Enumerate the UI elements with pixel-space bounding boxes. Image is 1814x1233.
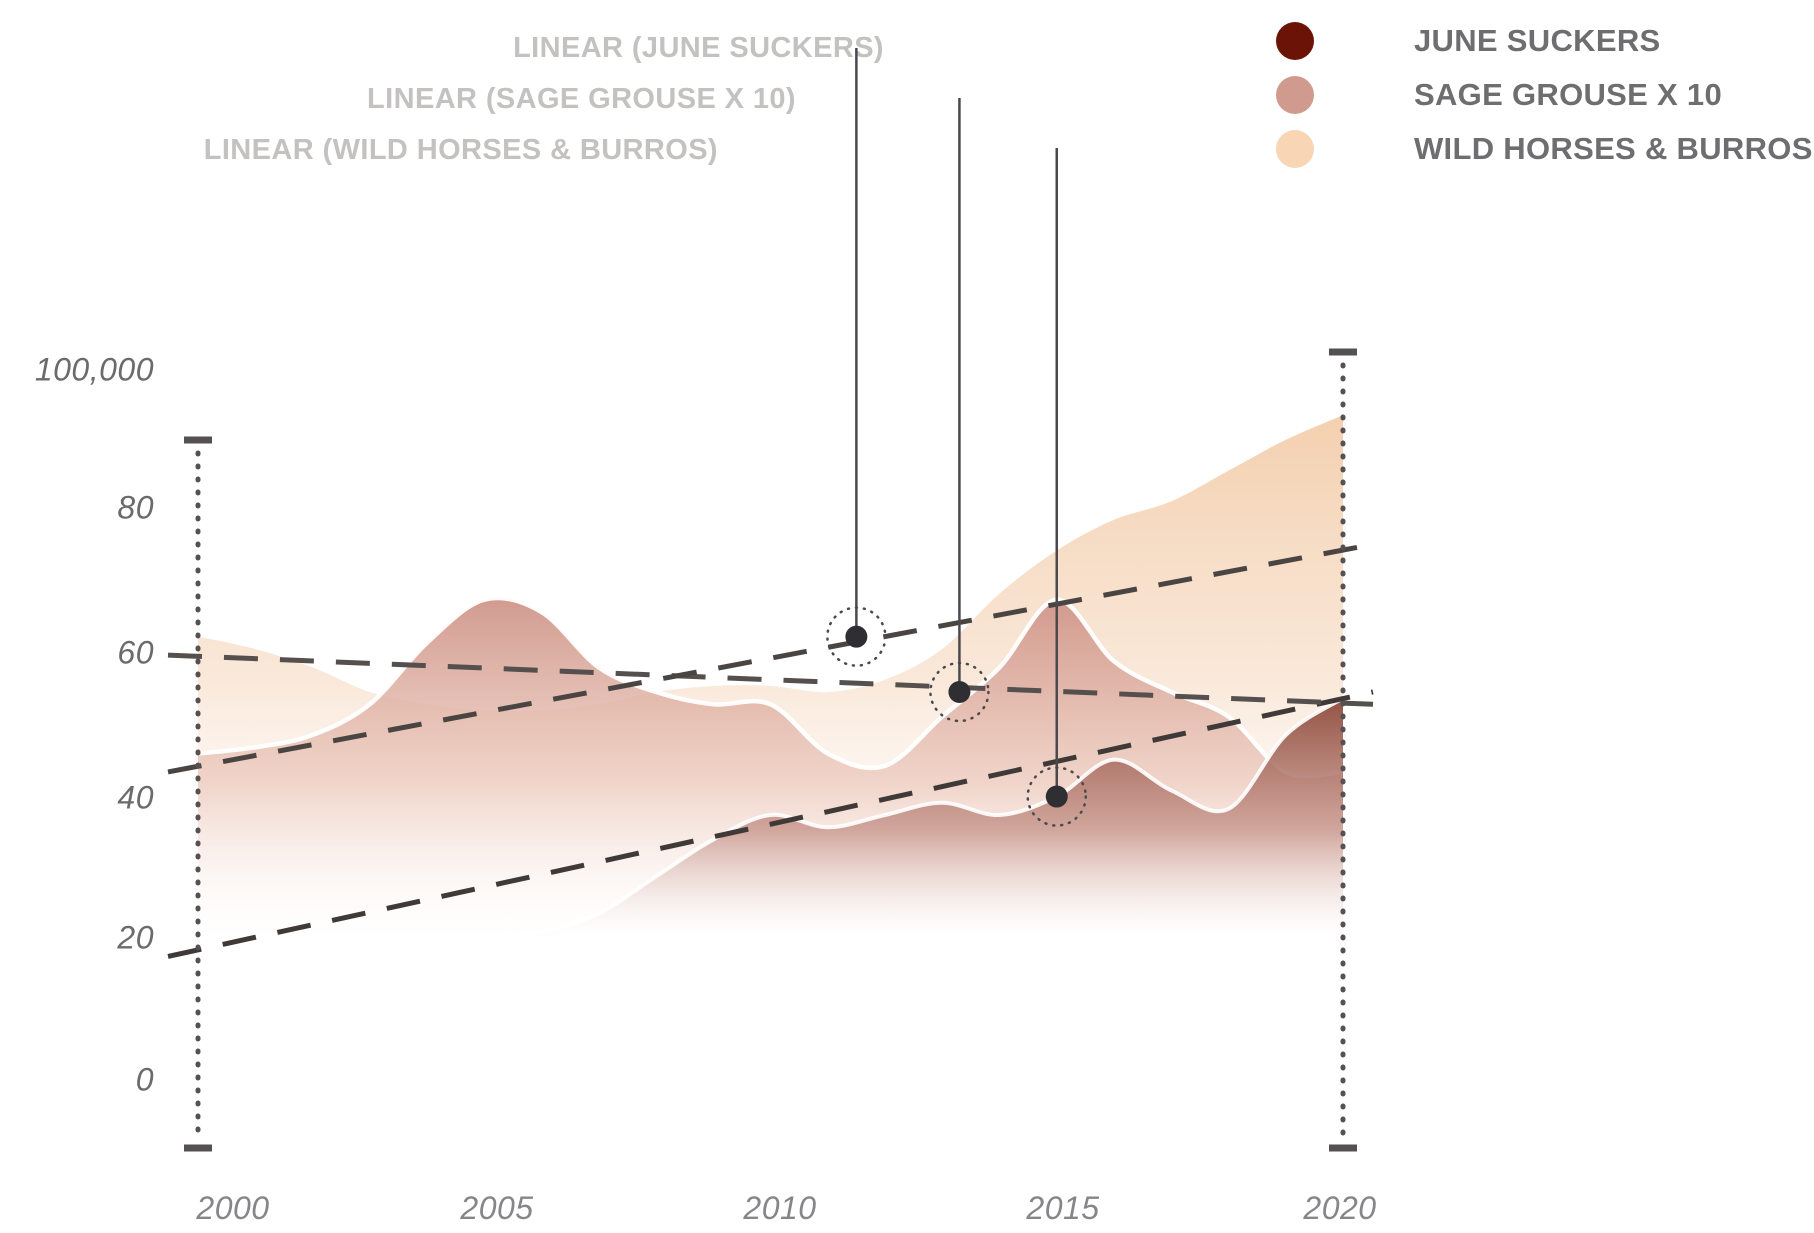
annotation-marker-ring-icon [1026,766,1087,827]
trendline-linear-wild-horses-burros [167,541,1374,775]
legend-swatch-icon [1276,76,1314,114]
chart-axes [184,348,1357,1152]
annotation-marker-dot-icon[interactable] [845,625,868,648]
y-axis-tick-label: 100,000 [34,351,154,388]
legend-item-label: WILD HORSES & BURROS [1414,131,1813,166]
annotation-linear-sage-grouse: LINEAR (SAGE GROUSE X 10) [367,83,796,115]
legend-swatch-icon [1276,22,1314,60]
y-axis-tick-label: 40 [117,779,154,816]
annotation-linear-wild-horses: LINEAR (WILD HORSES & BURROS) [203,134,718,166]
legend-item-label: JUNE SUCKERS [1414,23,1661,58]
x-axis-tick-label: 2005 [460,1190,534,1226]
annotation-markers [826,48,1087,827]
y-axis-left [184,436,212,1152]
x-axis-tick-label: 2010 [743,1190,817,1226]
y-axis-tick-label: 20 [117,919,154,956]
annotation-marker-ring-icon [826,606,887,667]
y-axis-tick-label: 60 [117,634,154,671]
legend-item-wild-horses[interactable]: WILD HORSES & BURROS [1276,130,1813,168]
y-axis-tick-label: 80 [117,489,154,526]
annotation-marker-dot-icon[interactable] [948,681,971,703]
trendline-annotations: LINEAR (JUNE SUCKERS) LINEAR (SAGE GROUS… [0,0,1030,165]
legend-item-label: SAGE GROUSE X 10 [1414,77,1723,112]
trendline-linear-sage-grouse-x-10 [167,652,1374,707]
x-axis-tick-label: 2000 [196,1190,270,1226]
annotation-marker-3[interactable] [1026,148,1087,827]
annotation-marker-dot-icon[interactable] [1045,785,1068,808]
chart-legend: JUNE SUCKERS SAGE GROUSE X 10 WILD HORSE… [1276,22,1813,168]
annotation-marker-1[interactable] [826,48,887,667]
series-area-june-suckers [196,696,1345,941]
series-areas [195,415,1346,941]
x-axis-tick-label: 2020 [1303,1190,1377,1226]
trendline-linear-june-suckers [167,689,1374,959]
annotation-marker-ring-icon [929,661,990,723]
legend-item-june-suckers[interactable]: JUNE SUCKERS [1276,22,1804,60]
trendlines [167,541,1374,959]
annotation-linear-june-suckers: LINEAR (JUNE SUCKERS) [513,32,884,64]
x-axis-tick-label: 2015 [1026,1190,1100,1226]
y-axis-tick-label: 0 [135,1061,154,1098]
annotation-marker-2[interactable] [929,98,990,723]
y-axis-right [1329,348,1357,1152]
legend-item-sage-grouse[interactable]: SAGE GROUSE X 10 [1276,76,1804,114]
legend-swatch-icon [1276,130,1314,168]
